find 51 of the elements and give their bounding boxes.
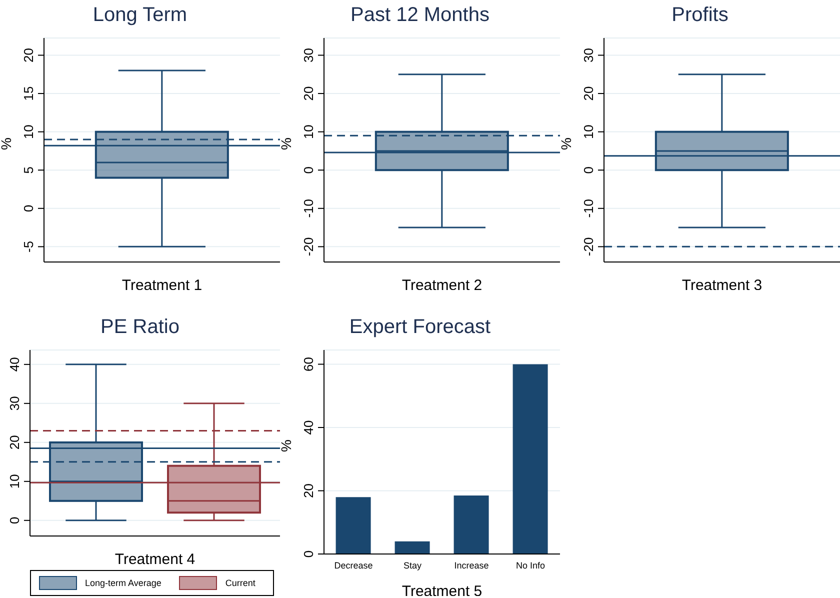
y-axis-title: % <box>558 138 574 150</box>
bar <box>394 541 430 554</box>
y-axis-title: % <box>0 138 14 150</box>
x-axis-title: Treatment 5 <box>402 583 482 598</box>
x-tick-label: Increase <box>454 560 489 570</box>
y-tick-label: 20 <box>301 484 316 498</box>
y-tick-label: 10 <box>301 124 316 140</box>
bar <box>336 497 371 554</box>
y-tick-label: 60 <box>301 357 316 372</box>
x-axis-title: Treatment 2 <box>402 277 482 294</box>
x-axis-title: Treatment 4 <box>114 551 196 568</box>
y-tick-label: 30 <box>301 48 316 62</box>
y-tick-label: 40 <box>301 420 316 435</box>
chart-title: Past 12 Months <box>350 3 490 28</box>
legend-label: Current <box>225 578 256 588</box>
chart-title: Expert Forecast <box>348 315 492 340</box>
bar <box>454 495 489 554</box>
chart-title: Profits <box>670 3 730 28</box>
y-tick-label: -20 <box>301 237 316 256</box>
y-tick-label: 0 <box>301 166 316 174</box>
y-tick-label: 5 <box>21 166 36 174</box>
y-tick-label: -5 <box>21 240 36 252</box>
y-tick-label: 20 <box>581 86 596 101</box>
x-axis-title: Treatment 3 <box>682 277 762 294</box>
y-tick-label: 20 <box>7 435 22 450</box>
y-tick-label: 0 <box>581 166 596 174</box>
legend-label: Long-term Average <box>85 578 162 588</box>
y-tick-label: 30 <box>7 396 22 411</box>
chart-title: Long Term <box>92 3 188 28</box>
y-tick-label: 10 <box>21 124 36 140</box>
y-tick-label: -10 <box>581 198 596 218</box>
bar <box>512 364 548 554</box>
y-axis-title: % <box>278 440 294 452</box>
y-tick-label: 20 <box>21 48 36 62</box>
y-tick-label: 10 <box>581 124 596 140</box>
y-tick-label: 30 <box>581 48 596 62</box>
chart-title: PE Ratio <box>100 315 180 340</box>
x-axis-title: Treatment 1 <box>122 277 202 294</box>
y-tick-label: 20 <box>301 86 316 101</box>
x-tick-label: Stay <box>403 560 422 570</box>
x-tick-label: Decrease <box>334 560 373 570</box>
y-tick-label: 40 <box>7 357 22 372</box>
y-axis-title: % <box>278 138 294 150</box>
y-tick-label: -10 <box>301 198 316 218</box>
y-tick-label: 0 <box>21 204 36 212</box>
y-tick-label: 10 <box>7 474 22 489</box>
x-tick-label: No Info <box>516 560 546 570</box>
y-tick-label: 15 <box>21 86 36 101</box>
y-tick-label: -20 <box>581 237 596 256</box>
y-tick-label: 0 <box>7 516 22 524</box>
y-tick-label: 0 <box>301 550 316 558</box>
